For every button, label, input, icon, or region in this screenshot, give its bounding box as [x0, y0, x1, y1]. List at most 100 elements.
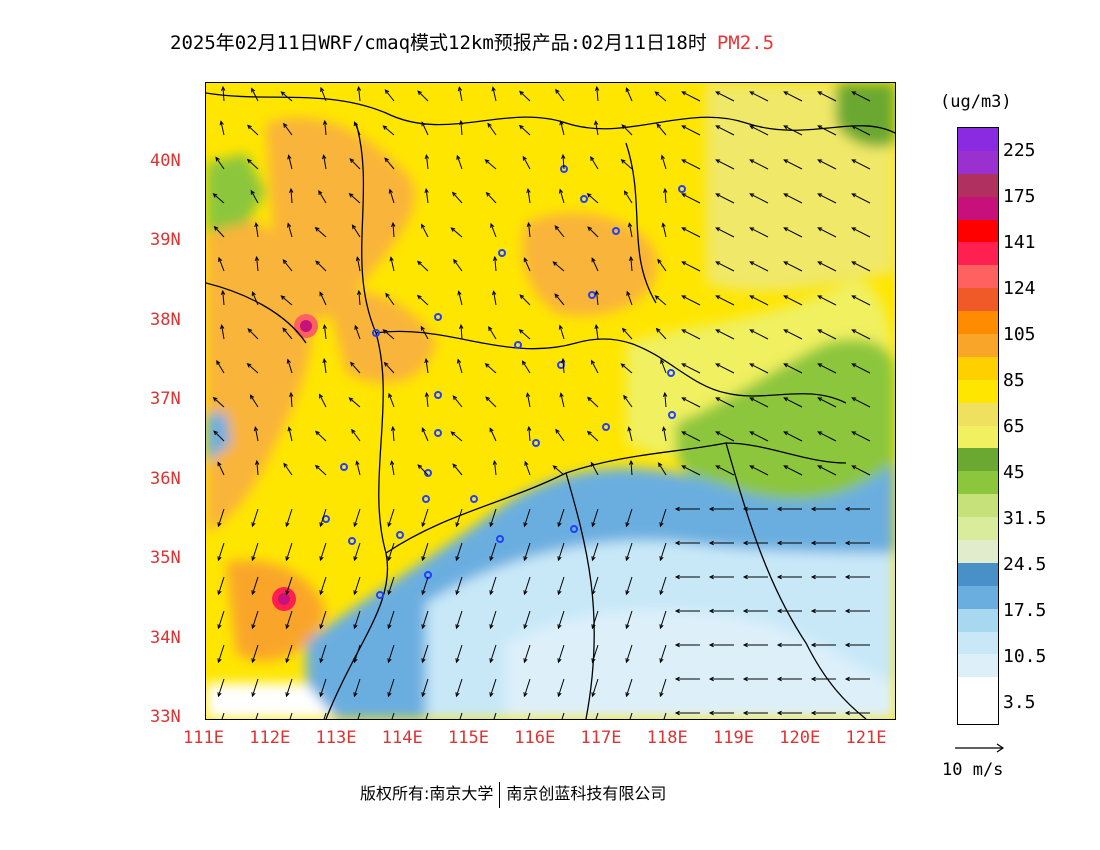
wind-arrow: [715, 295, 735, 306]
forecast-map[interactable]: [205, 82, 896, 720]
wind-arrow: [323, 325, 327, 340]
legend-label: 3.5: [1003, 692, 1036, 713]
wind-arrowhead: [708, 574, 714, 580]
wind-arrow: [489, 508, 497, 527]
wind-arrow: [222, 87, 225, 102]
wind-arrowhead: [220, 289, 226, 295]
wind-arrowhead: [749, 329, 755, 334]
wind-arrow: [749, 363, 769, 374]
wind-arrow: [851, 431, 871, 442]
wind-arrowhead: [776, 574, 782, 580]
wind-arrow: [621, 363, 633, 374]
wind-arrowhead: [212, 396, 218, 402]
wind-arrowhead: [783, 465, 789, 470]
wind-arrow: [681, 465, 701, 476]
wind-arrow: [662, 223, 667, 238]
wind-arrow: [353, 644, 361, 663]
legend-label: 65: [1003, 416, 1025, 437]
wind-arrowhead: [452, 395, 458, 401]
wind-arrowhead: [851, 159, 857, 164]
wind-arrowhead: [715, 125, 721, 130]
wind-arrow: [817, 329, 837, 340]
wind-arrowhead: [590, 156, 595, 162]
wind-arrowhead: [488, 326, 493, 332]
wind-arrowhead: [591, 624, 596, 630]
wind-arrow: [715, 125, 735, 136]
wind-arrowhead: [285, 658, 290, 664]
legend-swatch: [958, 425, 998, 449]
wind-arrow: [391, 461, 395, 476]
wind-arrowhead: [715, 91, 721, 96]
wind-arrowhead: [817, 91, 823, 96]
wind-arrowhead: [708, 676, 714, 682]
wind-arrow: [783, 431, 803, 442]
wind-arrow: [519, 294, 531, 306]
wind-arrowhead: [518, 124, 524, 130]
wind-arrowhead: [526, 188, 531, 194]
wind-arrow: [783, 159, 803, 170]
wind-arrowhead: [319, 556, 324, 562]
wind-arrow: [591, 678, 599, 697]
wind-arrowhead: [627, 426, 632, 432]
wind-arrowhead: [387, 590, 392, 596]
wind-arrow: [851, 227, 871, 238]
wind-arrow: [213, 193, 225, 204]
wind-arrow: [681, 329, 701, 340]
wind-arrowhead: [217, 556, 222, 562]
wind-arrowhead: [742, 676, 748, 682]
wind-arrow: [221, 712, 225, 719]
wind-arrow: [783, 91, 803, 102]
wind-arrowhead: [485, 191, 491, 197]
wind-arrowhead: [851, 295, 857, 300]
footer-divider: [499, 781, 501, 808]
wind-arrowhead: [289, 391, 294, 397]
wind-arrow: [247, 159, 259, 170]
wind-arrow: [663, 712, 667, 719]
wind-arrowhead: [384, 157, 389, 163]
wind-arrow: [353, 508, 361, 527]
wind-arrow: [817, 363, 837, 374]
wind-arrowhead: [280, 295, 286, 300]
wind-arrowhead: [319, 393, 324, 399]
wind-arrow: [657, 259, 667, 272]
wind-arrowhead: [663, 187, 668, 193]
wind-arrow: [285, 678, 293, 697]
wind-arrow: [425, 359, 429, 374]
wind-arrow: [659, 610, 667, 629]
wind-arrow: [487, 123, 497, 136]
footer-left: 版权所有:南京大学: [360, 784, 494, 803]
wind-arrowhead: [621, 327, 627, 333]
wind-arrow: [851, 329, 871, 340]
wind-arrowhead: [594, 323, 599, 330]
wind-arrow: [323, 155, 327, 170]
wind-arrow: [254, 427, 259, 442]
wind-arrowhead: [459, 323, 464, 329]
wind-arrow: [522, 360, 531, 374]
wind-arrow: [523, 610, 531, 629]
wind-arrow: [290, 189, 293, 204]
wind-arrow: [417, 90, 429, 102]
wind-arrowhead: [251, 522, 256, 528]
wind-arrowhead: [285, 692, 290, 698]
wind-arrow: [390, 257, 395, 272]
wind-arrowhead: [656, 123, 661, 129]
wind-arrow: [625, 644, 633, 663]
lon-tick-label: 115E: [448, 728, 489, 748]
wind-arrowhead: [384, 89, 390, 95]
wind-arrow: [519, 329, 531, 340]
wind-arrow: [450, 431, 463, 442]
wind-arrow: [557, 644, 565, 663]
wind-arrowhead: [355, 460, 360, 466]
wind-arrowhead: [523, 556, 528, 562]
wind-arrowhead: [322, 154, 327, 160]
lat-tick-label: 35N: [150, 548, 181, 568]
wind-arrowhead: [218, 256, 223, 262]
wind-arrowhead: [844, 642, 850, 648]
wind-arrowhead: [320, 86, 325, 92]
wind-arrowhead: [749, 397, 755, 402]
wind-arrow: [660, 359, 667, 374]
wind-arrowhead: [417, 464, 423, 469]
legend-swatch: [958, 219, 998, 243]
wind-arrowhead: [289, 187, 294, 193]
wind-arrow: [460, 325, 463, 340]
